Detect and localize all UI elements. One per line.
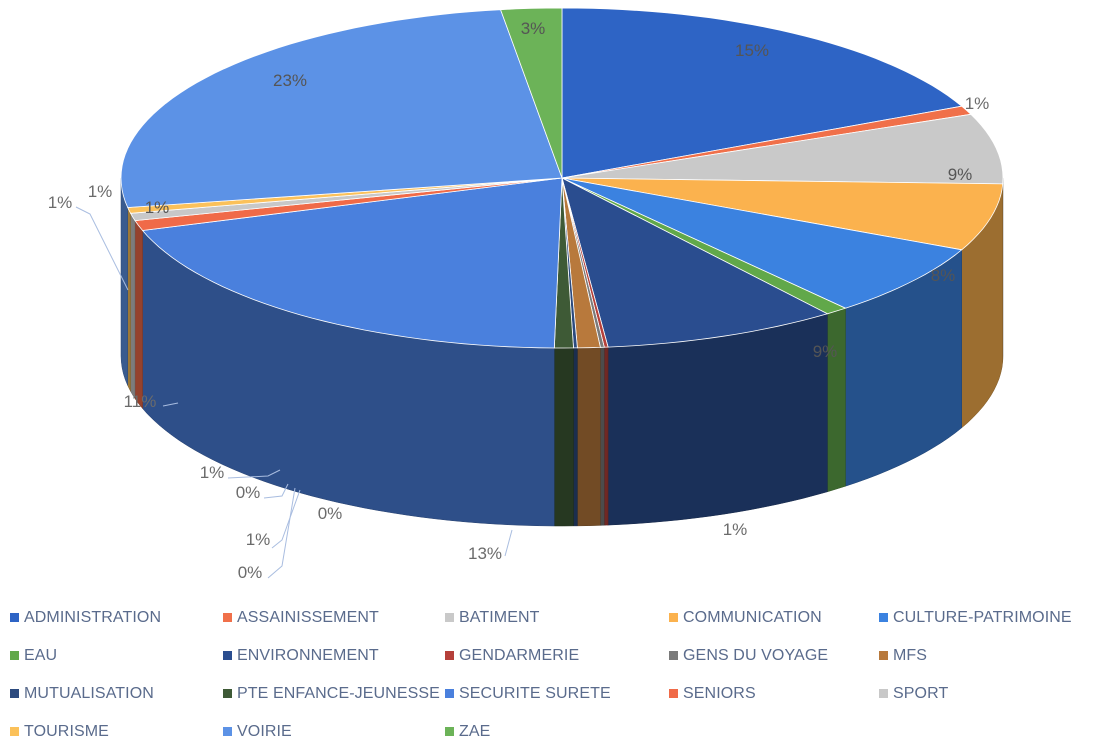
legend-label: TOURISME	[24, 723, 109, 741]
legend-label: EAU	[24, 647, 57, 665]
data-label-environnement: 13%	[468, 544, 502, 563]
data-label-securite-surete: 11%	[124, 392, 157, 411]
legend-swatch	[879, 613, 888, 622]
data-label-culture-patrimoine: 9%	[813, 342, 838, 361]
data-label-zae: 3%	[521, 19, 546, 38]
data-label-administration: 15%	[735, 41, 769, 60]
legend-swatch	[879, 651, 888, 660]
legend-item-mfs: MFS	[879, 646, 1110, 665]
legend-swatch	[445, 651, 454, 660]
legend-swatch	[223, 613, 232, 622]
legend-swatch	[10, 689, 19, 698]
legend-item-batiment: BATIMENT	[445, 608, 669, 627]
legend-swatch	[10, 613, 19, 622]
legend-label: GENDARMERIE	[459, 647, 579, 665]
legend-swatch	[445, 689, 454, 698]
data-label-mutualisation: 0%	[238, 563, 263, 582]
legend-label: MFS	[893, 647, 927, 665]
data-label-voirie: 23%	[273, 71, 307, 90]
legend-label: BATIMENT	[459, 609, 540, 627]
leader-line	[505, 530, 512, 556]
legend: ADMINISTRATION ASSAINISSEMENT BATIMENT COMM…	[10, 608, 1110, 741]
leader-line	[268, 488, 295, 578]
legend-label: COMMUNICATION	[683, 609, 822, 627]
legend-swatch	[879, 689, 888, 698]
legend-label: ZAE	[459, 723, 490, 741]
legend-label: SPORT	[893, 685, 948, 703]
legend-item-mutualisation: MUTUALISATION	[10, 684, 223, 703]
legend-item-tourisme: TOURISME	[10, 722, 223, 741]
legend-label: SECURITE SURETE	[459, 685, 611, 703]
legend-item-assainissement: ASSAINISSEMENT	[223, 608, 445, 627]
data-label-batiment: 9%	[948, 165, 973, 184]
legend-item-eau: EAU	[10, 646, 223, 665]
data-label-sport: 1%	[145, 198, 170, 217]
legend-item-culture-patrimoine: CULTURE-PATRIMOINE	[879, 608, 1110, 627]
legend-swatch	[10, 727, 19, 736]
legend-swatch	[669, 613, 678, 622]
data-label-tourisme: 1%	[88, 182, 113, 201]
legend-swatch	[10, 651, 19, 660]
legend-swatch	[445, 727, 454, 736]
legend-label: MUTUALISATION	[24, 685, 154, 703]
slice-voirie	[121, 10, 562, 208]
legend-swatch	[669, 689, 678, 698]
pie-top-faces	[121, 8, 1003, 348]
legend-item-communication: COMMUNICATION	[669, 608, 879, 627]
legend-swatch	[223, 689, 232, 698]
data-label-gens-du-voyage: 0%	[236, 483, 261, 502]
data-label-seniors: 1%	[48, 193, 73, 212]
legend-item-gens-du-voyage: GENS DU VOYAGE	[669, 646, 879, 665]
legend-item-environnement: ENVIRONNEMENT	[223, 646, 445, 665]
leader-line	[76, 207, 128, 290]
slice-side-gendarmerie	[604, 347, 608, 525]
slice-side-pte-enfance-jeunesse	[554, 348, 573, 526]
data-label-communication: 8%	[931, 266, 956, 285]
legend-item-sport: SPORT	[879, 684, 1110, 703]
data-label-pte-enfance-jeunesse: 1%	[246, 530, 271, 549]
legend-swatch	[669, 651, 678, 660]
legend-label: GENS DU VOYAGE	[683, 647, 828, 665]
data-label-assainissement: 1%	[965, 94, 990, 113]
legend-label: VOIRIE	[237, 723, 292, 741]
legend-label: ENVIRONNEMENT	[237, 647, 379, 665]
data-label-eau: 1%	[723, 520, 748, 539]
slice-side-gens-du-voyage	[600, 347, 604, 525]
legend-swatch	[223, 651, 232, 660]
legend-swatch	[223, 727, 232, 736]
slice-side-sport	[131, 213, 135, 398]
legend-label: ADMINISTRATION	[24, 609, 161, 627]
legend-item-pte-enfance-jeunesse: PTE ENFANCE-JEUNESSE	[223, 684, 445, 703]
legend-label: ASSAINISSEMENT	[237, 609, 379, 627]
legend-item-securite-surete: SECURITE SURETE	[445, 684, 669, 703]
legend-item-gendarmerie: GENDARMERIE	[445, 646, 669, 665]
slice-side-seniors	[135, 221, 143, 409]
legend-swatch	[445, 613, 454, 622]
slice-side-mfs	[577, 347, 600, 526]
legend-label: CULTURE-PATRIMOINE	[893, 609, 1072, 627]
slice-side-tourisme	[128, 208, 131, 392]
data-label-mfs: 1%	[200, 463, 225, 482]
legend-label: SENIORS	[683, 685, 756, 703]
legend-item-seniors: SENIORS	[669, 684, 879, 703]
legend-label: PTE ENFANCE-JEUNESSE	[237, 685, 440, 703]
legend-item-administration: ADMINISTRATION	[10, 608, 223, 627]
slice-side-mutualisation	[574, 348, 578, 526]
legend-item-voirie: VOIRIE	[223, 722, 445, 741]
slice-side-eau	[827, 308, 845, 492]
data-label-gendarmerie: 0%	[318, 504, 343, 523]
legend-item-zae: ZAE	[445, 722, 669, 741]
